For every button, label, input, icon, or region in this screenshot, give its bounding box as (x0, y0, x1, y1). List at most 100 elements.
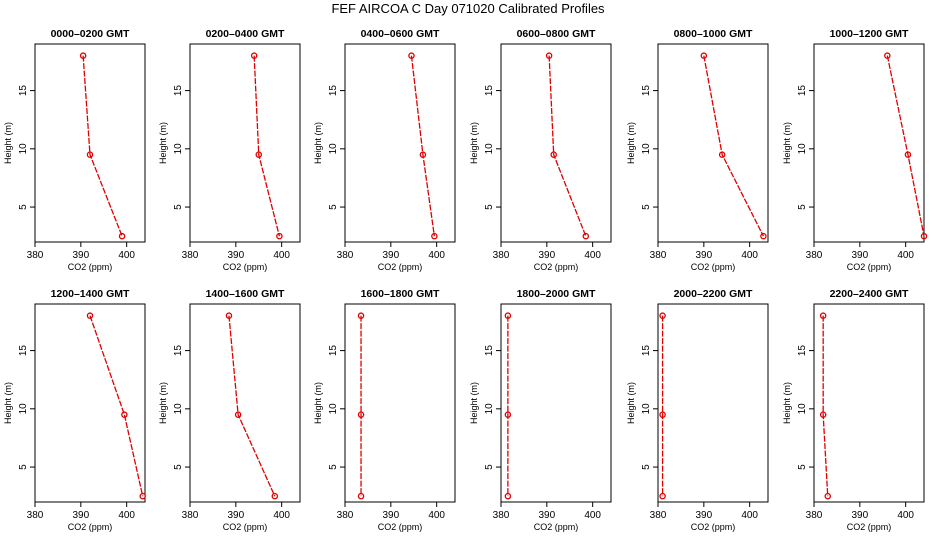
x-tick-label: 380 (806, 510, 823, 521)
panel-title: 1800–2000 GMT (517, 288, 596, 300)
x-tick-label: 380 (806, 250, 823, 261)
y-axis-label: Height (m) (469, 382, 479, 424)
x-tick-label: 390 (227, 250, 244, 261)
data-point (504, 411, 512, 418)
panel-title: 0600–0800 GMT (517, 28, 596, 40)
profile-line (253, 55, 281, 237)
x-tick-label: 390 (851, 510, 868, 521)
y-axis-label: Height (m) (313, 122, 323, 164)
chart-panel-8: 1400–1600 GMT 380 390 400 5 10 15 CO2 (ppm) Heig… (158, 288, 301, 532)
y-axis-label: Height (m) (158, 382, 168, 424)
x-tick-label: 390 (382, 510, 399, 521)
data-point (357, 312, 365, 319)
y-tick-label: 5 (18, 464, 29, 470)
x-tick-label: 390 (382, 250, 399, 261)
x-axis-label: CO2 (ppm) (223, 522, 268, 532)
data-point (408, 52, 415, 59)
x-tick-label: 400 (428, 510, 445, 521)
plot-frame (344, 303, 456, 503)
x-tick-label: 400 (741, 250, 758, 261)
y-tick-label: 5 (328, 464, 339, 470)
chart-panel-5: 0800–1000 GMT 380 390 400 5 10 15 CO2 (ppm) Heig… (626, 28, 769, 272)
y-axis-label: Height (m) (3, 122, 13, 164)
data-point (276, 232, 283, 240)
y-tick-label: 10 (797, 143, 808, 155)
chart-panel-1: 0000–0200 GMT 380 390 400 5 10 15 CO2 (ppm) Heig… (3, 28, 146, 272)
y-tick-label: 10 (797, 403, 808, 415)
x-axis-label: CO2 (ppm) (223, 262, 268, 272)
y-tick-label: 15 (173, 345, 184, 357)
data-point (819, 312, 827, 319)
data-point (659, 411, 666, 418)
chart-panel-9: 1600–1800 GMT 380 390 400 5 10 15 CO2 (ppm) Heig… (313, 288, 456, 532)
data-point (86, 151, 94, 158)
plot-frame (34, 303, 146, 503)
y-tick-label: 10 (641, 403, 652, 415)
data-point (819, 411, 827, 418)
x-tick-label: 390 (851, 250, 868, 261)
y-tick-label: 15 (797, 85, 808, 97)
y-tick-label: 10 (173, 143, 184, 155)
x-tick-label: 400 (741, 510, 758, 521)
y-axis-label: Height (m) (782, 122, 792, 164)
x-tick-label: 390 (72, 510, 89, 521)
data-point (271, 492, 279, 500)
data-point (504, 492, 512, 500)
y-tick-label: 5 (641, 204, 652, 210)
profile-line (410, 55, 436, 237)
y-axis-label: Height (m) (626, 122, 636, 164)
x-axis-label: CO2 (ppm) (534, 522, 579, 532)
y-tick-label: 5 (797, 204, 808, 210)
data-point (824, 492, 832, 500)
chart-panel-2: 0200–0400 GMT 380 390 400 5 10 15 CO2 (ppm) Heig… (158, 28, 301, 272)
y-tick-label: 5 (173, 204, 184, 210)
page-title: FEF AIRCOA C Day 071020 Calibrated Profi… (331, 1, 605, 16)
data-point (357, 492, 365, 500)
x-axis-label: CO2 (ppm) (847, 522, 892, 532)
y-tick-label: 15 (18, 345, 29, 357)
plot-frame (189, 303, 301, 503)
y-tick-label: 10 (18, 403, 29, 415)
y-tick-label: 10 (328, 143, 339, 155)
plot-frame (813, 43, 925, 243)
x-axis-label: CO2 (ppm) (691, 262, 736, 272)
chart-panel-12: 2200–2400 GMT 380 390 400 5 10 15 CO2 (ppm) Heig… (782, 288, 925, 532)
profile-line (89, 315, 144, 497)
y-tick-label: 10 (641, 143, 652, 155)
y-tick-label: 5 (173, 464, 184, 470)
data-point (234, 411, 242, 418)
y-axis-label: Height (m) (469, 122, 479, 164)
y-tick-label: 10 (484, 403, 495, 415)
chart-panel-10: 1800–2000 GMT 380 390 400 5 10 15 CO2 (ppm) Heig… (469, 288, 612, 532)
x-tick-label: 380 (493, 510, 510, 521)
data-point (86, 312, 94, 319)
x-tick-label: 400 (897, 510, 914, 521)
x-axis-label: CO2 (ppm) (68, 522, 113, 532)
profile-line (886, 55, 925, 237)
x-axis-label: CO2 (ppm) (534, 262, 579, 272)
y-tick-label: 15 (641, 345, 652, 357)
data-point (884, 52, 891, 59)
y-tick-label: 15 (797, 345, 808, 357)
data-point (760, 232, 767, 240)
profile-line (703, 55, 764, 237)
panel-title: 0800–1000 GMT (674, 28, 753, 40)
panel-title: 0200–0400 GMT (206, 28, 285, 40)
y-tick-label: 10 (328, 403, 339, 415)
x-tick-label: 380 (493, 250, 510, 261)
data-point (700, 52, 708, 59)
plot-frame (500, 303, 612, 503)
plot-frame (813, 303, 925, 503)
y-axis-label: Height (m) (626, 382, 636, 424)
x-tick-label: 400 (584, 250, 601, 261)
y-tick-label: 5 (18, 204, 29, 210)
chart-panel-11: 2000–2200 GMT 380 390 400 5 10 15 CO2 (ppm) Heig… (626, 288, 769, 532)
x-axis-label: CO2 (ppm) (68, 262, 113, 272)
plot-frame (500, 43, 612, 243)
x-tick-label: 390 (695, 250, 712, 261)
data-point (255, 151, 262, 158)
y-tick-label: 5 (484, 204, 495, 210)
y-tick-label: 5 (797, 464, 808, 470)
x-tick-label: 380 (337, 510, 354, 521)
